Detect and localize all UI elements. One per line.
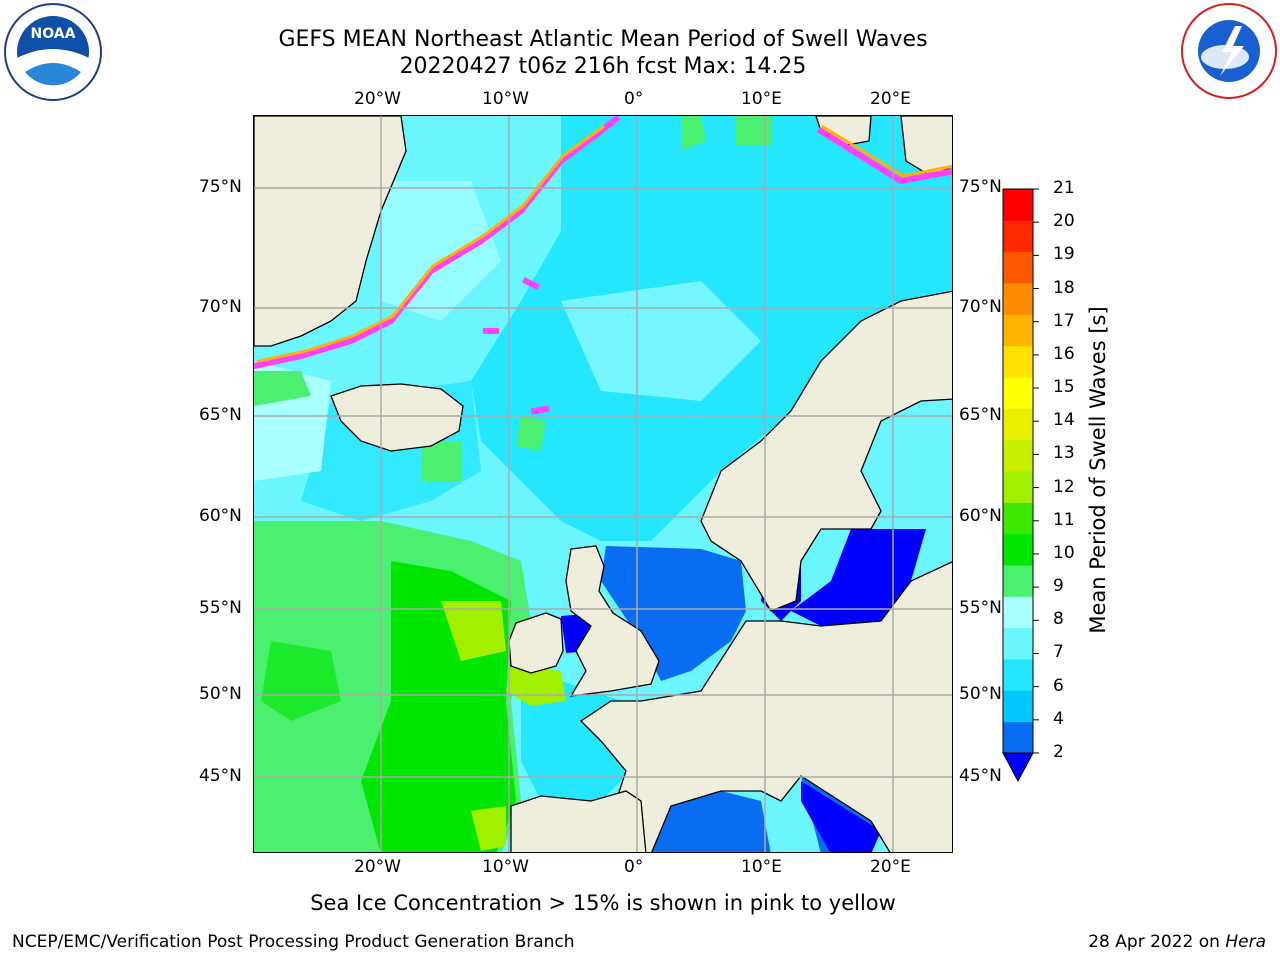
noaa-text: NOAA bbox=[31, 26, 76, 42]
land bbox=[254, 116, 952, 852]
colorbar-segment bbox=[1003, 502, 1033, 535]
land-scandinavia bbox=[700, 290, 952, 612]
colorbar-segment bbox=[1003, 439, 1033, 472]
colorbar-segment bbox=[1003, 721, 1033, 754]
lon-label-bottom: 0° bbox=[624, 857, 644, 877]
lon-label-bottom: 20°E bbox=[870, 857, 911, 877]
graticule bbox=[254, 116, 952, 852]
lat-label-right: 55°N bbox=[959, 598, 1002, 618]
lon-label-bottom: 20°W bbox=[354, 857, 401, 877]
colorbar-segment bbox=[1003, 690, 1033, 723]
colorbar-frame bbox=[1002, 188, 1034, 754]
colorbar-tick-label: 19 bbox=[1053, 244, 1075, 265]
land-iberia bbox=[510, 790, 647, 852]
chart-title: GEFS MEAN Northeast Atlantic Mean Period… bbox=[278, 27, 928, 52]
colorbar-tick-label: 17 bbox=[1053, 310, 1075, 331]
lat-label-right: 50°N bbox=[959, 684, 1002, 704]
colorbar-tick-label: 13 bbox=[1053, 443, 1075, 464]
colorbar-segment bbox=[1003, 596, 1033, 629]
colorbar bbox=[1000, 188, 1050, 792]
lat-label-right: 70°N bbox=[959, 297, 1002, 317]
colorbar-tick-label: 7 bbox=[1053, 642, 1064, 663]
sea-ice-note: Sea Ice Concentration > 15% is shown in … bbox=[310, 891, 896, 915]
lon-label-bottom: 10°W bbox=[482, 857, 529, 877]
colorbar-tick-label: 8 bbox=[1053, 609, 1064, 630]
sea-ice-edge bbox=[254, 116, 952, 415]
lat-label-right: 60°N bbox=[959, 506, 1002, 526]
colorbar-tick-label: 2 bbox=[1053, 742, 1064, 762]
footer-credit: NCEP/EMC/Verification Post Processing Pr… bbox=[12, 932, 575, 952]
footer-date-text: 28 Apr 2022 on bbox=[1088, 932, 1226, 952]
lat-label-left: 60°N bbox=[199, 506, 242, 526]
colorbar-segment bbox=[1003, 220, 1033, 253]
colorbar-tick-label: 15 bbox=[1053, 377, 1075, 398]
colorbar-segment bbox=[1003, 283, 1033, 315]
lat-label-left: 45°N bbox=[199, 766, 242, 786]
lat-label-left: 70°N bbox=[199, 297, 242, 317]
colorbar-tick-label: 14 bbox=[1053, 410, 1075, 431]
lat-label-left: 50°N bbox=[199, 684, 242, 704]
colorbar-tick-label: 21 bbox=[1053, 178, 1075, 198]
colorbar-tick-label: 20 bbox=[1053, 211, 1075, 232]
land-iceland bbox=[330, 383, 464, 452]
colorbar-segment bbox=[1003, 251, 1033, 284]
colorbar-tick-label: 16 bbox=[1053, 343, 1075, 364]
colorbar-segment bbox=[1003, 565, 1033, 597]
colorbar-segment bbox=[1003, 377, 1033, 409]
colorbar-segment bbox=[1003, 471, 1033, 503]
colorbar-bar bbox=[1002, 188, 1039, 783]
colorbar-tick-label: 9 bbox=[1053, 576, 1064, 597]
colorbar-segment bbox=[1003, 659, 1033, 691]
lon-label-top: 20°W bbox=[354, 89, 401, 109]
colorbar-segment bbox=[1003, 345, 1033, 378]
lat-label-left: 75°N bbox=[199, 177, 242, 197]
colorbar-segment bbox=[1003, 314, 1033, 347]
colorbar-tick-label: 11 bbox=[1053, 509, 1075, 530]
lon-label-top: 20°E bbox=[870, 89, 911, 109]
chart-subtitle: 20220427 t06z 216h fcst Max: 14.25 bbox=[399, 54, 807, 79]
noaa-logo: NOAA bbox=[3, 2, 103, 106]
swell-field-yellow-green bbox=[441, 601, 566, 851]
map-panel bbox=[253, 115, 953, 853]
footer-date: 28 Apr 2022 on Hera bbox=[1088, 932, 1266, 952]
colorbar-segment bbox=[1003, 627, 1033, 660]
footer-host: Hera bbox=[1225, 932, 1266, 952]
colorbar-tick-label: 18 bbox=[1053, 277, 1075, 298]
colorbar-tick-label: 4 bbox=[1053, 708, 1064, 729]
lat-label-right: 45°N bbox=[959, 766, 1002, 786]
land-europe bbox=[579, 561, 952, 852]
colorbar-segment bbox=[1003, 533, 1033, 566]
lon-label-top: 10°W bbox=[482, 89, 529, 109]
lat-label-right: 65°N bbox=[959, 405, 1002, 425]
colorbar-segment bbox=[1003, 189, 1033, 221]
swell-field-pale bbox=[254, 181, 761, 481]
land-ireland bbox=[508, 612, 564, 674]
colorbar-tick-label: 12 bbox=[1053, 476, 1075, 497]
lon-label-top: 0° bbox=[624, 89, 644, 109]
lat-label-left: 65°N bbox=[199, 405, 242, 425]
colorbar-tick-label: 6 bbox=[1053, 675, 1064, 696]
colorbar-tick-label: 10 bbox=[1053, 542, 1075, 563]
colorbar-label: Mean Period of Swell Waves [s] bbox=[1086, 306, 1110, 634]
lon-label-top: 10°E bbox=[741, 89, 782, 109]
nws-logo bbox=[1180, 2, 1278, 104]
colorbar-under-arrow bbox=[1002, 752, 1034, 783]
lat-label-left: 55°N bbox=[199, 598, 242, 618]
lon-label-bottom: 10°E bbox=[741, 857, 782, 877]
land-great-britain bbox=[565, 545, 660, 697]
land-greenland bbox=[254, 116, 407, 347]
colorbar-segment bbox=[1003, 408, 1033, 441]
lat-label-right: 75°N bbox=[959, 177, 1002, 197]
